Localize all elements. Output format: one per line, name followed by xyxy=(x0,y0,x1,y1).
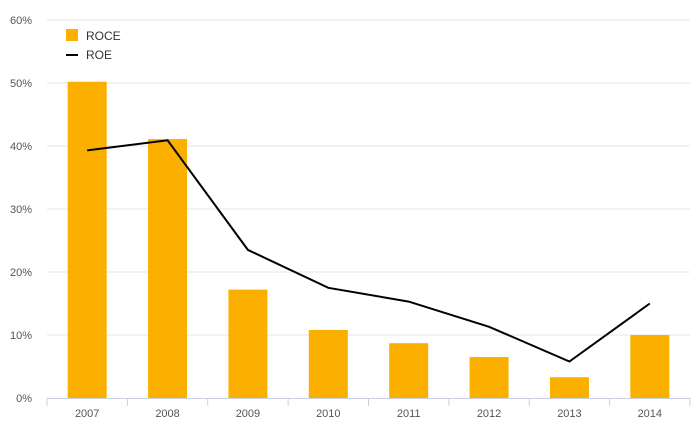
bar-roce-2009 xyxy=(228,289,268,398)
roe-line xyxy=(87,139,651,363)
x-tick-label: 2008 xyxy=(155,408,179,420)
x-tick-label: 2013 xyxy=(557,408,581,420)
x-tick-label: 2010 xyxy=(316,408,340,420)
bar-roce-2013 xyxy=(549,377,589,398)
x-axis-tick-labels: 2007 2008 2009 2010 2011 2012 2013 2014 xyxy=(75,408,662,420)
y-tick-label: 60% xyxy=(10,15,32,27)
roce-bars xyxy=(67,81,670,399)
bar-roce-2014 xyxy=(630,335,670,398)
x-tick-label: 2007 xyxy=(75,408,99,420)
y-tick-label: 30% xyxy=(10,204,32,216)
x-axis xyxy=(46,398,691,406)
x-tick-label: 2009 xyxy=(236,408,260,420)
legend-label-roe: ROE xyxy=(86,48,112,62)
legend-label-roce: ROCE xyxy=(86,29,121,43)
x-tick-label: 2014 xyxy=(638,408,662,420)
y-tick-label: 10% xyxy=(10,330,32,342)
x-tick-label: 2012 xyxy=(477,408,501,420)
gridlines xyxy=(47,19,690,336)
bar-roce-2012 xyxy=(469,357,509,398)
bar-roce-2007 xyxy=(67,81,107,399)
roe-line-group xyxy=(87,139,651,363)
y-tick-label: 50% xyxy=(10,78,32,90)
bar-roce-2010 xyxy=(308,329,348,398)
y-tick-label: 20% xyxy=(10,267,32,279)
x-tick-label: 2011 xyxy=(397,408,421,420)
y-tick-label: 0% xyxy=(16,393,32,405)
y-axis-tick-labels: 0% 10% 20% 30% 40% 50% 60% xyxy=(10,15,32,405)
bar-roce-2011 xyxy=(389,343,429,398)
y-tick-label: 40% xyxy=(10,141,32,153)
bar-roce-2008 xyxy=(148,139,188,398)
legend-swatch-roce xyxy=(66,29,78,41)
legend: ROCE ROE xyxy=(66,29,121,62)
